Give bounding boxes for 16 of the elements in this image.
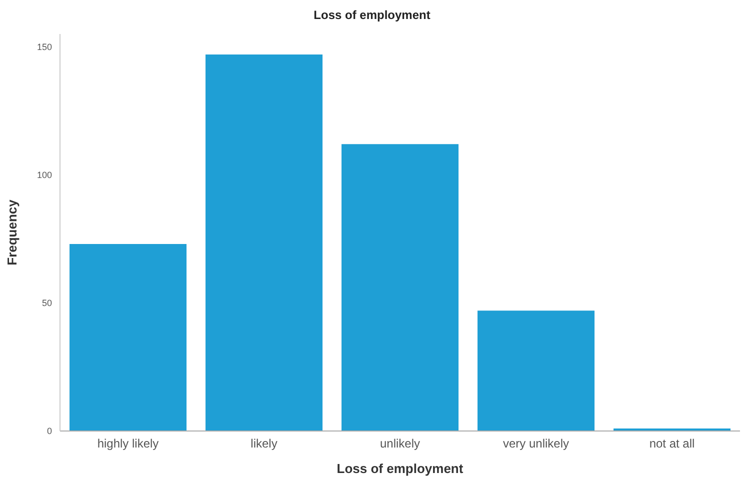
bar <box>478 310 595 431</box>
y-tick-label: 100 <box>36 170 52 180</box>
x-tick-label: not at all <box>649 436 695 451</box>
x-tick-label: unlikely <box>380 436 420 451</box>
x-axis-title: Loss of employment <box>336 461 464 476</box>
y-axis-title: Frequency <box>4 198 20 266</box>
x-tick-label: highly likely <box>97 436 159 451</box>
y-tick-label: 50 <box>42 298 52 308</box>
bar <box>342 144 459 431</box>
x-tick-label: likely <box>250 436 278 451</box>
bar <box>206 54 323 431</box>
x-tick-label: very unlikely <box>502 436 570 451</box>
y-tick-label: 0 <box>46 426 52 436</box>
chart-title: Loss of employment <box>312 7 432 24</box>
y-tick-label: 150 <box>36 42 52 52</box>
bar <box>70 244 187 431</box>
